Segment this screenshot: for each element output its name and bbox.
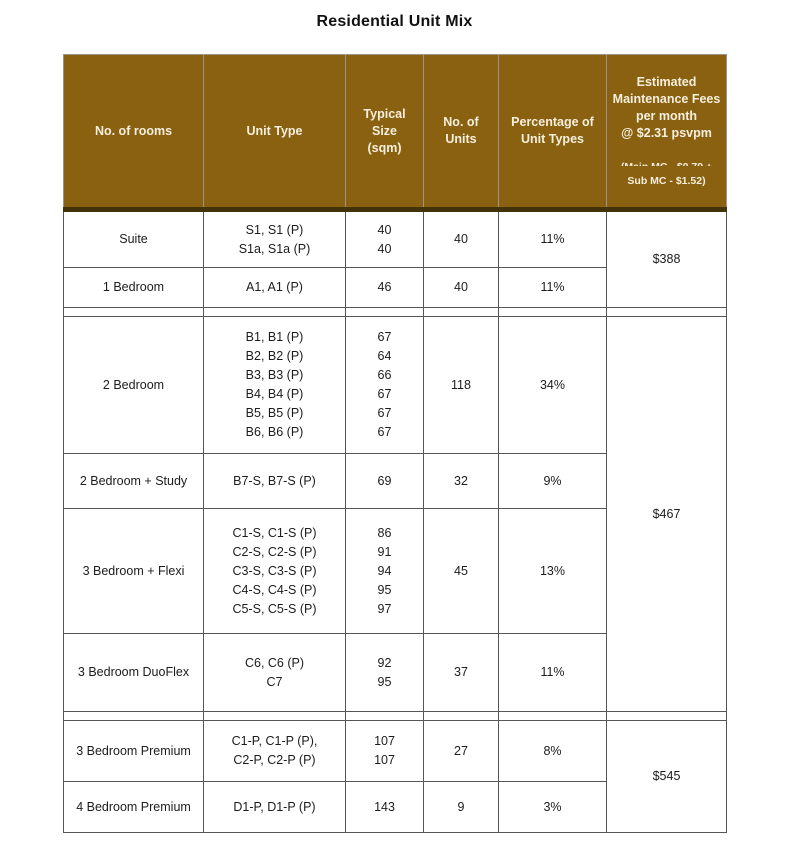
spacer-cell [203,711,346,721]
group-spacer-row [63,711,727,721]
cell-units: 37 [423,633,499,712]
cell-fee-group1: $388 [606,209,727,308]
cell-rooms: 1 Bedroom [63,267,204,308]
table-row-3-bedroom-duoflex: 3 Bedroom DuoFlex C6, C6 (P) C7 92 95 37… [63,633,727,712]
cell-unit-types: B1, B1 (P) B2, B2 (P) B3, B3 (P) B4, B4 … [203,316,346,454]
cell-percentage: 11% [498,267,607,308]
fee-header-extension [607,166,725,173]
cell-unit-types: C1-S, C1-S (P) C2-S, C2-S (P) C3-S, C3-S… [203,508,346,634]
cell-sizes: 92 95 [345,633,424,712]
table-row-suite: Suite S1, S1 (P) S1a, S1a (P) 40 40 40 1… [63,209,727,308]
cell-unit-types: D1-P, D1-P (P) [203,781,346,833]
cell-units: 40 [423,209,499,268]
spacer-cell [606,711,727,721]
header-rooms: No. of rooms [63,54,204,212]
table-row-4-bedroom-premium: 4 Bedroom Premium D1-P, D1-P (P) 143 9 3… [63,781,727,833]
header-maintenance-fees-main: Estimated Maintenance Fees per month @ $… [612,75,721,140]
cell-sizes: 69 [345,453,424,509]
cell-percentage: 9% [498,453,607,509]
spacer-cell [498,307,607,317]
table-row-2-bedroom: 2 Bedroom B1, B1 (P) B2, B2 (P) B3, B3 (… [63,316,727,712]
cell-fee-group2: $467 [606,316,727,712]
cell-percentage: 11% [498,633,607,712]
cell-sizes: 107 107 [345,720,424,782]
spacer-cell [345,307,424,317]
cell-rooms: 2 Bedroom [63,316,204,454]
cell-percentage: 11% [498,209,607,268]
spacer-cell [498,711,607,721]
spacer-cell [345,711,424,721]
cell-percentage: 3% [498,781,607,833]
cell-sizes: 40 40 [345,209,424,268]
cell-percentage: 34% [498,316,607,454]
group-spacer-row [63,307,727,317]
header-unit-type: Unit Type [203,54,346,212]
table-header-row: No. of rooms Unit Type Typical Size (sqm… [63,54,727,212]
cell-units: 9 [423,781,499,833]
table-row-1-bedroom: 1 Bedroom A1, A1 (P) 46 40 11% [63,267,727,308]
unit-mix-table-container: No. of rooms Unit Type Typical Size (sqm… [63,54,727,833]
spacer-cell [203,307,346,317]
header-percentage: Percentage of Unit Types [498,54,607,212]
cell-units: 45 [423,508,499,634]
cell-rooms: Suite [63,209,204,268]
cell-rooms: 4 Bedroom Premium [63,781,204,833]
spacer-cell [606,307,727,317]
cell-sizes: 143 [345,781,424,833]
cell-unit-types: C6, C6 (P) C7 [203,633,346,712]
unit-mix-table: No. of rooms Unit Type Typical Size (sqm… [63,54,727,833]
cell-rooms: 3 Bedroom + Flexi [63,508,204,634]
cell-unit-types: S1, S1 (P) S1a, S1a (P) [203,209,346,268]
cell-sizes: 67 64 66 67 67 67 [345,316,424,454]
cell-units: 32 [423,453,499,509]
spacer-cell [63,307,204,317]
header-no-of-units: No. of Units [423,54,499,212]
cell-rooms: 2 Bedroom + Study [63,453,204,509]
spacer-cell [423,307,499,317]
cell-unit-types: A1, A1 (P) [203,267,346,308]
cell-units: 27 [423,720,499,782]
cell-sizes: 86 91 94 95 97 [345,508,424,634]
page-title: Residential Unit Mix [316,13,473,30]
spacer-cell [63,711,204,721]
cell-rooms: 3 Bedroom DuoFlex [63,633,204,712]
cell-fee-group3: $545 [606,720,727,833]
header-typical-size: Typical Size (sqm) [345,54,424,212]
table-row-3-bedroom-premium: 3 Bedroom Premium C1-P, C1-P (P), C2-P, … [63,720,727,833]
table-row-2-bedroom-study: 2 Bedroom + Study B7-S, B7-S (P) 69 32 9… [63,453,727,509]
cell-unit-types: B7-S, B7-S (P) [203,453,346,509]
table-row-3-bedroom-flexi: 3 Bedroom + Flexi C1-S, C1-S (P) C2-S, C… [63,508,727,634]
cell-percentage: 8% [498,720,607,782]
cell-rooms: 3 Bedroom Premium [63,720,204,782]
header-maintenance-fees: Estimated Maintenance Fees per month @ $… [606,54,727,212]
cell-units: 118 [423,316,499,454]
spacer-cell [423,711,499,721]
header-maintenance-fees-sub: (Main MC - $0.79 + Sub MC - $1.52) [621,161,712,187]
cell-unit-types: C1-P, C1-P (P), C2-P, C2-P (P) [203,720,346,782]
cell-units: 40 [423,267,499,308]
cell-percentage: 13% [498,508,607,634]
cell-sizes: 46 [345,267,424,308]
